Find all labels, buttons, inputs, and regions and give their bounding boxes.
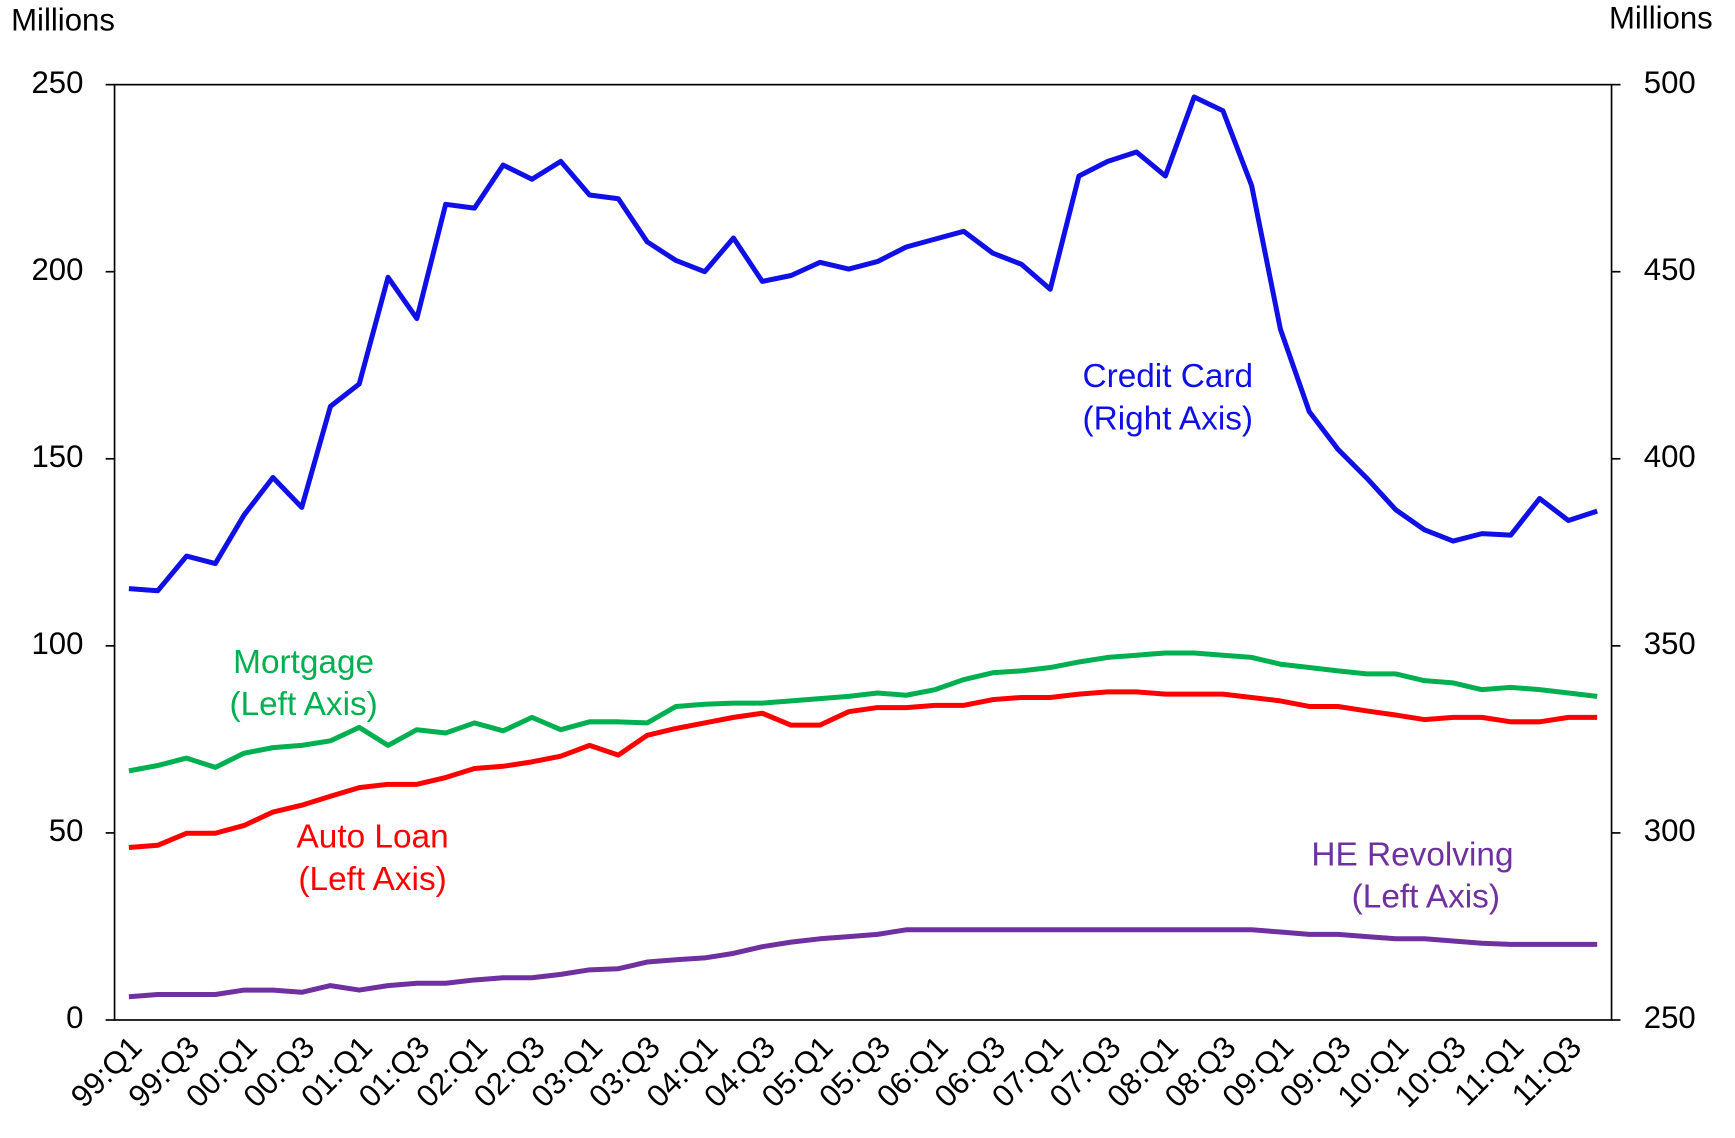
y-axis-label: Millions [11, 3, 115, 38]
plot-frame [113, 83, 1613, 1021]
y-tick-label: 200 [31, 252, 83, 287]
y-tick-label: 100 [31, 626, 83, 661]
series-label: Mortgage [233, 644, 374, 681]
y2-tick-label: 250 [1644, 1000, 1696, 1035]
series-axis-note: (Left Axis) [298, 861, 446, 898]
y2-axis-label: Millions [1609, 0, 1713, 35]
y-tick-label: 150 [31, 439, 83, 474]
y-tick-label: 50 [49, 813, 84, 848]
series-line [128, 94, 1598, 594]
y-tick-label: 0 [66, 1000, 83, 1035]
y2-tick-label: 300 [1644, 813, 1696, 848]
series-line [128, 927, 1598, 1000]
series-label: Auto Loan [297, 819, 449, 856]
y2-tick-label: 500 [1644, 65, 1696, 100]
y2-tick-label: 450 [1644, 252, 1696, 287]
series-line [128, 689, 1598, 850]
series-axis-note: (Left Axis) [1352, 879, 1500, 916]
series-label: Credit Card [1083, 358, 1254, 395]
y2-tick-label: 350 [1644, 626, 1696, 661]
series-axis-note: (Right Axis) [1083, 400, 1254, 437]
series-line [128, 650, 1598, 774]
y-tick-label: 250 [31, 65, 83, 100]
series-label: HE Revolving [1311, 836, 1513, 873]
series-axis-note: (Left Axis) [229, 686, 377, 723]
y2-tick-label: 400 [1644, 439, 1696, 474]
